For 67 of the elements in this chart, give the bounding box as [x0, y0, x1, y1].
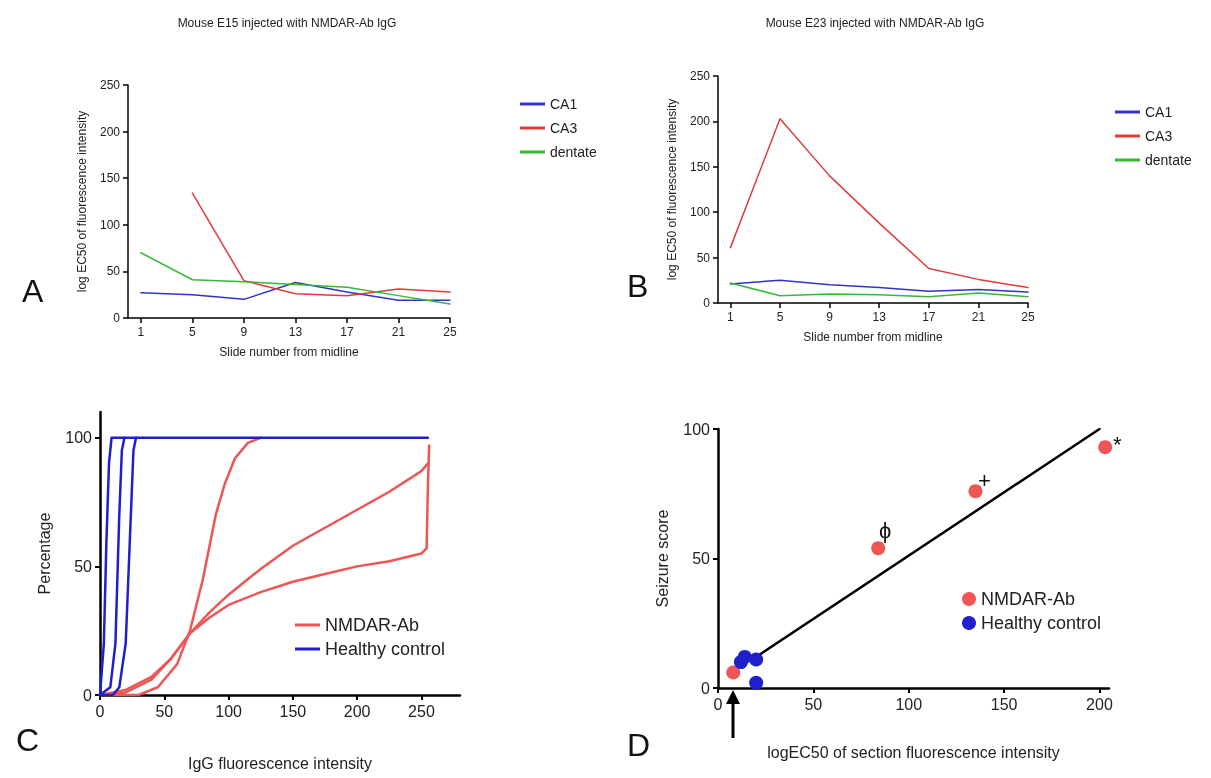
legend-label: Healthy control: [325, 639, 446, 659]
y-tick-label: 100: [99, 217, 121, 232]
x-tick-label: 100: [215, 702, 243, 720]
y-tick-label: 150: [689, 159, 711, 174]
y-tick-label: 0: [703, 296, 711, 310]
y-axis-title: log EC50 of fluorescence intensity: [75, 110, 89, 293]
chart-title: Mouse E23 injected with NMDAR-Ab IgG: [765, 16, 985, 30]
text: B: [627, 268, 649, 304]
legend-label: dentate: [1145, 152, 1192, 168]
legend-label: Healthy control: [981, 613, 1102, 633]
legend-label: NMDAR-Ab: [981, 589, 1076, 609]
x-tick-label: 1: [727, 310, 735, 324]
chart-title: Mouse E15 injected with NMDAR-Ab IgG: [177, 16, 397, 30]
legend-label: NMDAR-Ab: [325, 615, 420, 635]
y-tick-label: 200: [689, 114, 711, 129]
y-tick-label: 100: [683, 420, 711, 438]
x-tick-label: 50: [155, 702, 174, 720]
x-tick-label: 5: [189, 325, 197, 339]
legend-label: CA1: [1145, 104, 1173, 120]
x-tick-label: 200: [343, 702, 371, 720]
x-tick-label: 150: [990, 695, 1018, 713]
x-tick-label: 100: [895, 695, 923, 713]
y-tick-label: 50: [696, 250, 711, 265]
y-tick-label: 250: [99, 78, 121, 92]
y-tick-label: 200: [99, 124, 121, 139]
text: D: [627, 727, 651, 763]
y-tick-label: 100: [65, 429, 93, 447]
x-tick-label: 50: [804, 695, 823, 713]
x-tick-label: 21: [971, 310, 986, 324]
legend-label: CA3: [1145, 128, 1173, 144]
legend-label: dentate: [550, 144, 597, 160]
legend-label: CA3: [550, 120, 578, 136]
x-tick-label: 0: [713, 695, 723, 713]
x-axis-title: Slide number from midline: [803, 330, 944, 344]
y-tick-label: 250: [689, 69, 711, 83]
x-tick-label: 21: [391, 325, 406, 339]
x-tick-label: 17: [922, 310, 936, 324]
y-tick-label: 100: [689, 205, 711, 220]
text: *: [1113, 431, 1122, 457]
y-tick-label: 0: [701, 679, 711, 697]
x-tick-label: 13: [288, 325, 303, 339]
text: A: [22, 273, 44, 309]
y-axis-title: log EC50 of fluorescence intensity: [665, 98, 679, 281]
x-tick-label: 150: [279, 702, 307, 720]
x-tick-label: 1: [137, 325, 145, 339]
x-tick-label: 200: [1086, 695, 1113, 713]
y-axis-title: Seizure score: [653, 509, 671, 608]
annotation: ϕ: [879, 517, 892, 543]
x-axis-title: Slide number from midline: [219, 345, 360, 359]
x-tick-label: 13: [872, 310, 887, 324]
legend-label: CA1: [550, 96, 578, 112]
annotation: +: [978, 467, 991, 493]
y-axis-title: Percentage: [35, 512, 53, 595]
text: C: [16, 722, 40, 758]
x-axis-title: logEC50 of section fluorescence intensity: [767, 743, 1060, 761]
x-tick-label: 9: [826, 310, 834, 324]
x-tick-label: 25: [443, 325, 457, 339]
x-tick-label: 250: [408, 702, 435, 720]
y-tick-label: 50: [106, 264, 121, 279]
x-tick-label: 5: [776, 310, 784, 324]
y-tick-label: 150: [99, 171, 121, 186]
y-tick-label: 50: [74, 557, 93, 575]
x-tick-label: 25: [1021, 310, 1035, 324]
y-tick-label: 50: [692, 550, 711, 567]
x-axis-title: IgG fluorescence intensity: [187, 754, 373, 772]
x-tick-label: 9: [240, 325, 248, 339]
x-tick-label: 17: [340, 325, 354, 339]
